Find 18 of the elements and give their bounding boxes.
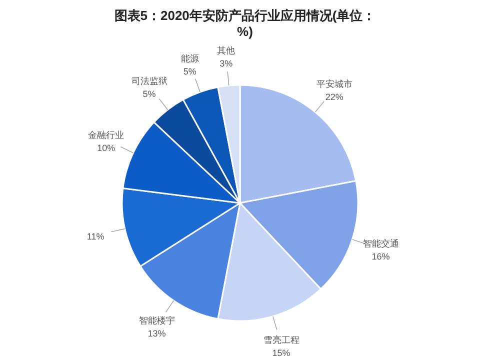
slice-label: 智能交通 bbox=[362, 238, 399, 249]
data-label: 16% bbox=[372, 252, 390, 262]
chart-title: 图表5：2020年安防产品行业应用情况(单位：%) bbox=[113, 8, 377, 40]
slice-label: 其他 bbox=[217, 46, 236, 56]
data-label: 3% bbox=[220, 58, 233, 69]
slice-label: 平安城市 bbox=[316, 78, 352, 89]
data-label: 5% bbox=[183, 66, 196, 77]
data-label: 13% bbox=[148, 328, 166, 338]
slice-label: 雪亮工程 bbox=[263, 335, 300, 346]
slice-label: 金融行业 bbox=[88, 130, 124, 140]
slice-label: 司法监狱 bbox=[131, 76, 168, 86]
slice-label: 能源 bbox=[180, 54, 199, 64]
data-label: 11% bbox=[86, 231, 104, 242]
data-label: 15% bbox=[272, 348, 290, 358]
data-label: 22% bbox=[325, 92, 344, 102]
data-label: 5% bbox=[142, 89, 156, 100]
slice-label: 智能楼宇 bbox=[138, 315, 175, 326]
data-label: 10% bbox=[97, 142, 116, 153]
